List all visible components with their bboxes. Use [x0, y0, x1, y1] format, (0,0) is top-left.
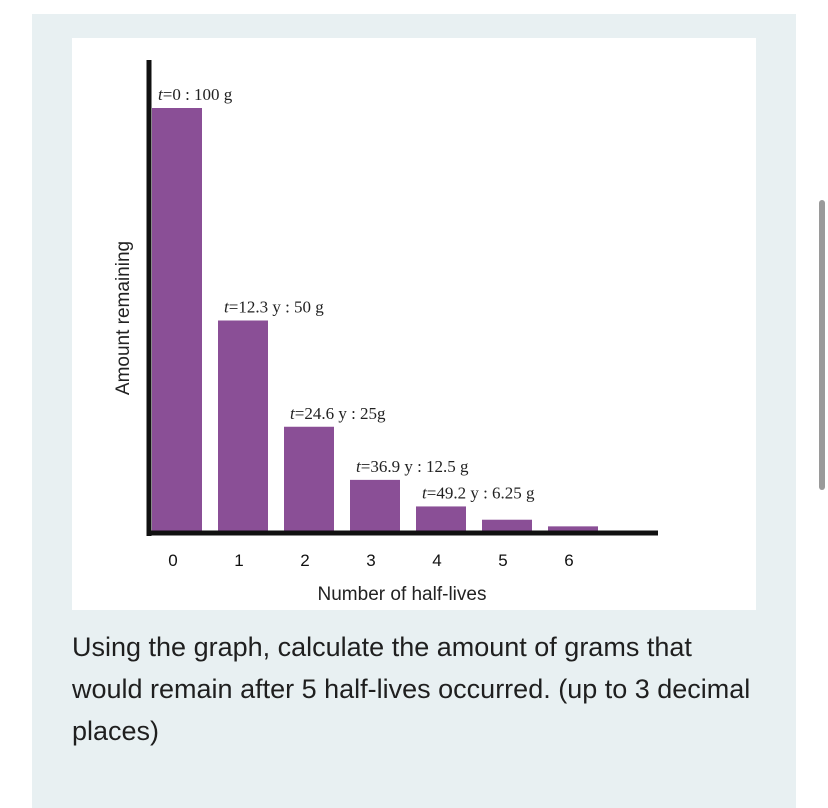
bar-1 [218, 320, 268, 533]
bar-chart: t=0 : 100 g t=12.3 y : 50 g t=24.6 y : 25g… [113, 60, 658, 605]
bar-6 [548, 526, 598, 533]
x-tick-label: 0 [168, 551, 177, 570]
x-axis-title: Number of half-lives [318, 584, 487, 605]
bar-data-label: t=24.6 y : 25g [290, 404, 386, 423]
x-tick-label: 2 [300, 551, 309, 570]
bar-data-label: t=49.2 y : 6.25 g [422, 483, 535, 502]
scrollbar[interactable] [819, 200, 825, 490]
y-axis-title: Amount remaining [113, 241, 134, 395]
bar-data-label: t=36.9 y : 12.5 g [356, 457, 469, 476]
x-tick-label: 4 [432, 551, 441, 570]
bar-0 [152, 108, 202, 533]
bar-4 [416, 506, 466, 533]
bar-data-label: t=12.3 y : 50 g [224, 298, 324, 317]
question-text: Using the graph, calculate the amount of… [72, 632, 751, 746]
x-tick-label: 5 [498, 551, 507, 570]
x-tick-label: 6 [564, 551, 573, 570]
bar-3 [350, 479, 400, 533]
x-tick-label: 3 [366, 551, 375, 570]
bar-data-label: t=0 : 100 g [158, 85, 233, 104]
bar-2 [284, 426, 334, 533]
x-tick-label: 1 [234, 551, 243, 570]
chart-container: t=0 : 100 g t=12.3 y : 50 g t=24.6 y : 25g… [72, 38, 756, 610]
bar-5 [482, 519, 532, 533]
